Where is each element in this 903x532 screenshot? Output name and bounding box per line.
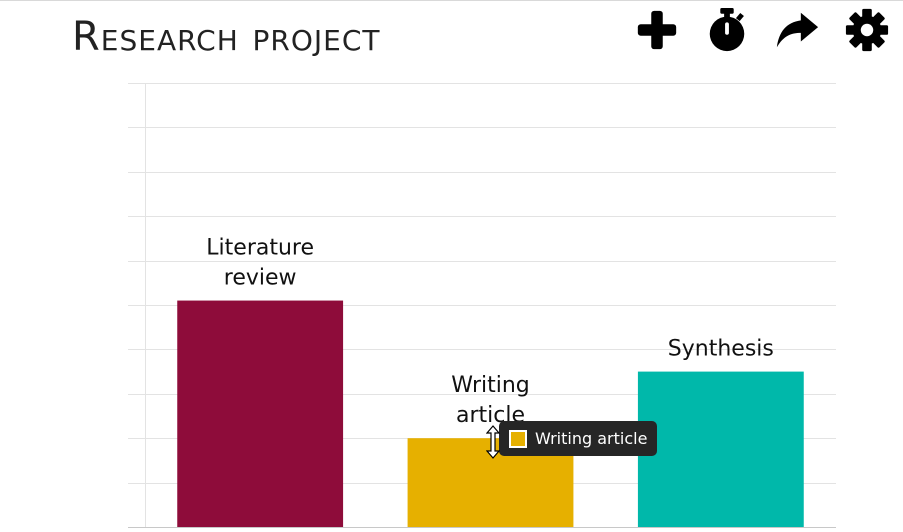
add-button[interactable]: [633, 6, 681, 54]
bar-label: Literature review: [206, 236, 314, 291]
stopwatch-icon: [709, 7, 745, 52]
bar-tooltip: Writing article: [499, 421, 658, 456]
chart-bars: [177, 300, 804, 527]
resize-cursor-icon: [486, 425, 500, 459]
bar-label: Writing article: [451, 373, 530, 428]
tooltip-color-swatch: [509, 429, 527, 448]
page-title: Research project: [72, 14, 381, 60]
gear-icon: [845, 8, 889, 52]
plus-icon: [637, 10, 677, 50]
bar-label: Synthesis: [668, 337, 774, 362]
timer-button[interactable]: [703, 6, 751, 54]
bar-literature-review[interactable]: [177, 300, 344, 527]
tooltip-label: Writing article: [535, 429, 648, 448]
settings-button[interactable]: [843, 6, 891, 54]
bar-synthesis[interactable]: [637, 371, 804, 527]
toolbar: [633, 5, 891, 55]
share-button[interactable]: [773, 6, 821, 54]
share-arrow-icon: [776, 12, 819, 48]
